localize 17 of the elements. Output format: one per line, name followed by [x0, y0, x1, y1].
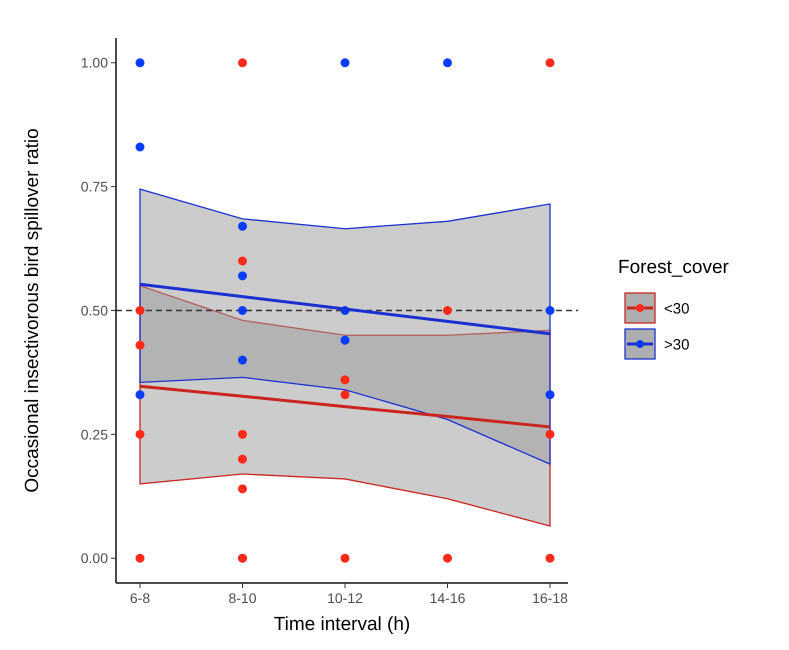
- legend-label: >30: [664, 336, 690, 354]
- y-tick-label: 1.00: [80, 54, 108, 71]
- x-tick-label: 16-18: [532, 590, 568, 606]
- y-axis-title: Occasional insectivorous bird spillover ratio: [22, 128, 43, 493]
- x-tick-label: 10-12: [327, 590, 364, 606]
- y-tick-label: 0.00: [80, 550, 108, 566]
- y-tick-label: 0.25: [80, 426, 108, 442]
- line-series: [138, 384, 552, 428]
- x-axis-title: Time interval (h): [274, 614, 410, 635]
- y-tick-label: 0.50: [80, 302, 108, 318]
- legend-title: Forest_cover: [618, 257, 730, 278]
- line-series: [138, 282, 552, 336]
- x-tick-label: 14-16: [430, 590, 466, 606]
- y-tick-label: 0.75: [80, 178, 108, 195]
- x-tick-label: 8-10: [228, 590, 257, 606]
- x-tick-label: 6-8: [130, 590, 150, 606]
- legend-label: <30: [664, 300, 690, 318]
